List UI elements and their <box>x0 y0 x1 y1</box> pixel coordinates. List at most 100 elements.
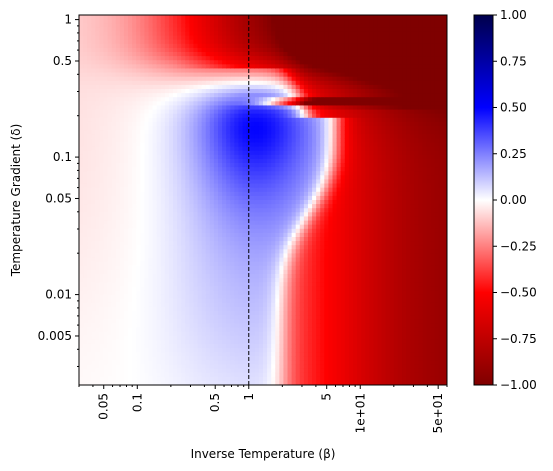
heatmap-cell <box>254 278 260 283</box>
heatmap-cell <box>103 265 109 271</box>
heatmap-cell <box>275 138 280 144</box>
heatmap-cell <box>79 339 84 345</box>
heatmap-cell <box>275 142 280 148</box>
heatmap-cell <box>164 43 170 49</box>
heatmap-cell <box>91 224 96 230</box>
heatmap-cell <box>230 97 235 102</box>
heatmap-cell <box>87 306 92 312</box>
heatmap-cell <box>119 343 125 349</box>
heatmap-cell <box>279 339 285 345</box>
heatmap-cell <box>291 208 297 213</box>
heatmap-cell <box>173 364 178 370</box>
heatmap-cell <box>87 89 92 94</box>
heatmap-cell <box>119 216 125 222</box>
heatmap-cell <box>79 232 84 238</box>
heatmap-cell <box>263 360 268 366</box>
heatmap-cell <box>250 368 256 374</box>
heatmap-cell <box>164 241 170 246</box>
heatmap-cell <box>136 364 141 370</box>
heatmap-cell <box>148 212 154 218</box>
heatmap-cell <box>83 109 88 115</box>
heatmap-cell <box>267 278 272 283</box>
heatmap-cell <box>213 76 219 82</box>
heatmap-cell <box>119 76 125 82</box>
heatmap-cell <box>283 339 289 345</box>
heatmap-cell <box>283 212 289 218</box>
heatmap-cell <box>156 93 162 98</box>
heatmap-cell <box>238 60 244 65</box>
heatmap-cell <box>128 121 133 127</box>
heatmap-cell <box>287 47 293 53</box>
heatmap-cell <box>79 212 84 218</box>
heatmap-cell <box>95 126 101 131</box>
heatmap-cell <box>275 306 280 312</box>
heatmap-cell <box>230 109 235 115</box>
heatmap-cell <box>87 39 92 45</box>
heatmap-cell <box>279 142 285 148</box>
heatmap-cell <box>209 368 215 374</box>
heatmap-cell <box>197 56 203 61</box>
heatmap-cell <box>173 39 178 45</box>
heatmap-cell <box>222 245 227 250</box>
heatmap-cell <box>177 84 182 90</box>
heatmap-cell <box>160 331 166 337</box>
heatmap-cell <box>230 150 235 156</box>
heatmap-cell <box>295 68 301 74</box>
heatmap-cell <box>136 298 141 304</box>
heatmap-cell <box>152 216 158 222</box>
heatmap-cell <box>107 253 113 259</box>
heatmap-cell <box>181 302 186 308</box>
heatmap-cell <box>107 23 113 28</box>
heatmap-cell <box>209 212 215 218</box>
heatmap-cell <box>181 368 186 374</box>
heatmap-cell <box>283 117 289 123</box>
heatmap-cell <box>111 323 117 329</box>
heatmap-cell <box>238 286 244 292</box>
heatmap-cell <box>258 364 264 370</box>
heatmap-cell <box>111 368 117 374</box>
heatmap-cell <box>164 249 170 255</box>
heatmap-cell <box>144 335 150 341</box>
heatmap-cell <box>189 195 195 201</box>
heatmap-cell <box>295 97 301 102</box>
heatmap-cell <box>303 68 309 74</box>
heatmap-cell <box>103 97 109 102</box>
heatmap-cell <box>103 253 109 259</box>
heatmap-cell <box>279 68 285 74</box>
heatmap-cell <box>83 80 88 86</box>
heatmap-cell <box>189 130 195 135</box>
heatmap-cell <box>283 356 289 361</box>
heatmap-cell <box>299 158 305 164</box>
heatmap-cell <box>79 19 84 24</box>
heatmap-cell <box>140 113 146 119</box>
heatmap-cell <box>128 294 133 300</box>
heatmap-cell <box>218 27 223 33</box>
heatmap-cell <box>238 237 244 242</box>
heatmap-cell <box>242 327 248 333</box>
heatmap-cell <box>173 323 178 329</box>
heatmap-cell <box>148 64 154 70</box>
heatmap-cell <box>291 142 297 148</box>
heatmap-cell <box>271 228 276 234</box>
heatmap-cell <box>177 220 182 226</box>
heatmap-cell <box>271 286 276 292</box>
heatmap-cell <box>95 142 101 148</box>
heatmap-cell <box>209 241 215 246</box>
heatmap-cell <box>291 261 297 267</box>
heatmap-cell <box>144 142 150 148</box>
heatmap-cell <box>91 343 96 349</box>
heatmap-cell <box>193 126 199 131</box>
heatmap-cell <box>275 187 280 193</box>
heatmap-cell <box>230 154 235 160</box>
heatmap-cell <box>295 261 301 267</box>
heatmap-cell <box>148 245 154 250</box>
heatmap-cell <box>279 93 285 98</box>
heatmap-cell <box>95 327 101 333</box>
heatmap-cell <box>291 154 297 160</box>
heatmap-cell <box>79 360 84 366</box>
heatmap-cell <box>267 150 272 156</box>
heatmap-cell <box>119 380 125 385</box>
heatmap-cell <box>177 212 182 218</box>
heatmap-cell <box>140 35 146 41</box>
heatmap-cell <box>87 368 92 374</box>
